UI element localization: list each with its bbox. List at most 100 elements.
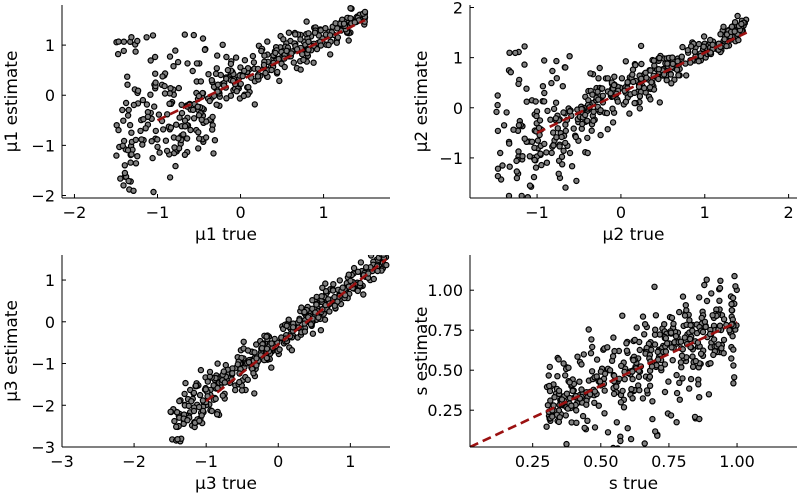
data-point [532, 164, 540, 171]
data-point [691, 48, 699, 56]
data-point [594, 88, 601, 95]
data-point [120, 38, 128, 45]
data-point [132, 160, 140, 167]
data-point [494, 92, 501, 99]
data-point [546, 382, 553, 390]
scatter-panel-1: −2 −1 0 1 −2 −1 0 1 μ1 true μ1 estimate [2, 5, 390, 245]
data-point [121, 169, 129, 177]
data-point [209, 113, 216, 121]
data-point [568, 162, 576, 170]
data-point [166, 53, 174, 60]
x-tick-label: 0.25 [515, 452, 551, 471]
data-point [617, 437, 624, 445]
data-point [161, 82, 168, 90]
data-point [150, 188, 157, 196]
data-point [731, 28, 738, 35]
data-point [641, 331, 648, 338]
x-tick-label: −1 [525, 203, 549, 222]
data-point [585, 326, 592, 333]
data-point [309, 297, 316, 304]
data-point [310, 59, 317, 66]
scatter-panel-4: 0.25 0.50 0.75 1.00 0.25 0.50 0.75 1.00 s true s … [412, 255, 797, 494]
data-point [354, 287, 361, 295]
data-point [283, 47, 290, 55]
data-point [591, 424, 599, 431]
data-point [622, 98, 630, 105]
data-point [132, 48, 139, 55]
data-point [562, 64, 569, 71]
data-point [673, 419, 680, 426]
data-point [268, 364, 275, 371]
x-tick-label: 0.50 [583, 452, 619, 471]
data-point [689, 363, 697, 370]
data-point [233, 87, 240, 95]
data-point [718, 345, 725, 352]
data-point [297, 66, 304, 73]
data-point [618, 75, 626, 82]
data-point [597, 131, 604, 139]
data-point [515, 80, 522, 88]
y-tick-label: −1 [31, 355, 55, 374]
y-axis-title: μ1 estimate [2, 51, 22, 153]
data-point [380, 255, 387, 258]
data-point [610, 81, 618, 89]
data-point [703, 297, 711, 305]
data-point [661, 361, 669, 368]
data-point [699, 328, 707, 336]
data-point [325, 41, 332, 49]
data-point [503, 109, 510, 116]
data-point [647, 96, 654, 103]
data-point [650, 57, 658, 64]
data-point [360, 291, 367, 298]
data-point [587, 70, 594, 77]
data-point [223, 53, 230, 61]
data-point [731, 374, 738, 381]
data-point [249, 52, 257, 60]
data-point [705, 391, 713, 398]
data-point [563, 440, 570, 447]
data-point [240, 92, 247, 100]
data-point [128, 34, 135, 41]
data-point [214, 360, 221, 367]
data-point [553, 134, 560, 141]
data-point [494, 127, 502, 135]
data-point [506, 49, 513, 57]
data-point [674, 58, 681, 65]
data-point [576, 378, 583, 385]
data-point [560, 360, 567, 367]
data-point [521, 43, 528, 50]
data-point [633, 324, 640, 331]
data-point [610, 334, 617, 341]
data-point [695, 58, 702, 65]
points-2 [493, 12, 750, 198]
data-point [572, 133, 580, 141]
data-point [326, 308, 333, 315]
data-point [654, 348, 661, 356]
data-point [205, 70, 212, 78]
data-point [682, 302, 690, 309]
data-point [550, 460, 555, 465]
data-point [175, 135, 182, 142]
data-point [579, 120, 586, 128]
data-point [614, 98, 622, 105]
data-point [258, 47, 265, 55]
data-point [558, 153, 566, 160]
data-point [521, 61, 528, 68]
x-tick-label: 1 [700, 203, 710, 222]
y-tick-label: 1.00 [427, 281, 463, 300]
data-point [345, 271, 352, 278]
data-point [676, 308, 683, 316]
data-point [607, 90, 614, 97]
data-point [239, 72, 246, 80]
data-point [578, 361, 585, 368]
data-point [562, 184, 569, 191]
data-point [562, 139, 569, 147]
data-point [333, 39, 340, 46]
data-point [340, 20, 348, 27]
data-point [720, 350, 727, 357]
data-point [515, 122, 523, 129]
data-point [128, 129, 135, 136]
y-tick-label: 2 [453, 0, 463, 18]
data-point [587, 350, 595, 357]
y-tick-label: −3 [31, 438, 55, 457]
